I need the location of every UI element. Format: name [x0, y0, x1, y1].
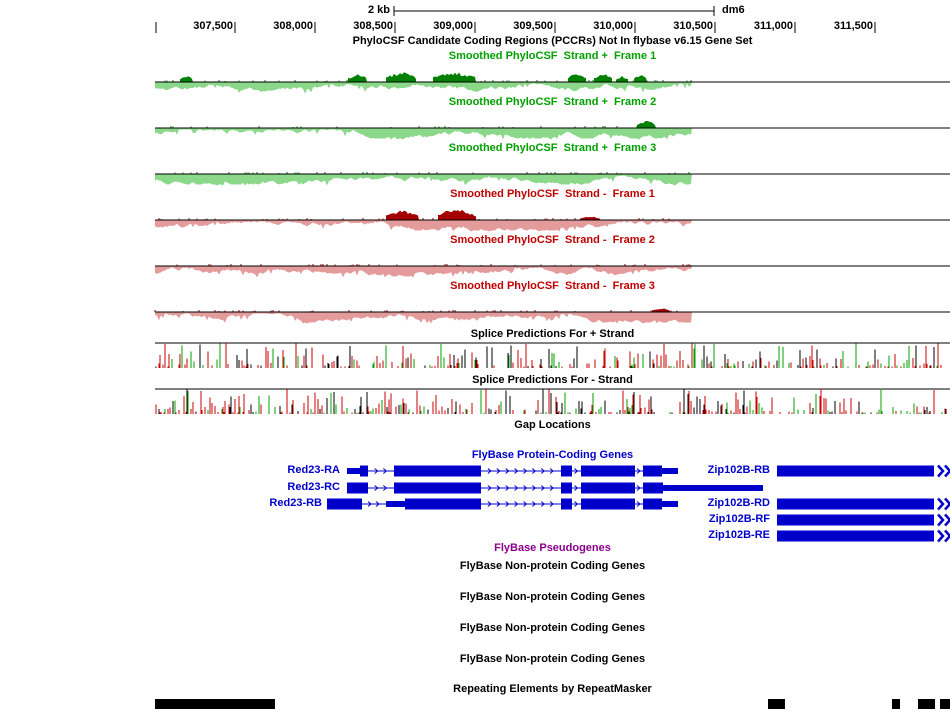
track-label-flybase-non-protein-coding-genes-13: FlyBase Non-protein Coding Genes	[459, 622, 646, 634]
track-label-flybase-protein-coding-genes: FlyBase Protein-Coding Genes	[471, 449, 634, 461]
ruler-tick-label-308500: 308,500	[353, 20, 393, 32]
repeat-element-3[interactable]	[918, 699, 935, 709]
track-label-flybase-pseudogenes-10: FlyBase Pseudogenes	[494, 542, 611, 554]
ruler-tick-label-309500: 309,500	[513, 20, 553, 32]
gene-item-Zip102B-RD[interactable]	[777, 497, 950, 511]
transcript-clip-arrow	[937, 497, 945, 511]
track-label-smoothed-phylocsf-strand-frame-1: Smoothed PhyloCSF Strand - Frame 1	[450, 188, 655, 200]
track-label-smoothed-phylocsf-strand-frame-3: Smoothed PhyloCSF Strand + Frame 3	[448, 142, 657, 154]
track-smoothed-phylocsf-strand-frame-3[interactable]	[154, 308, 950, 324]
gene-label-Zip102B-RB[interactable]: Zip102B-RB	[707, 464, 770, 476]
gene-label-Zip102B-RE[interactable]: Zip102B-RE	[708, 529, 770, 541]
repeat-element-2[interactable]	[892, 699, 900, 709]
repeat-element-4[interactable]	[940, 699, 950, 709]
track-smoothed-phylocsf-strand-frame-2[interactable]	[155, 120, 950, 140]
track-label-splice-predictions-for-strand: Splice Predictions For + Strand	[470, 328, 635, 340]
track-label-splice-predictions-for-strand: Splice Predictions For - Strand	[472, 374, 633, 386]
repeat-element-0[interactable]	[155, 699, 275, 709]
transcript-clip-arrow	[944, 464, 950, 478]
gene-item-Zip102B-RF[interactable]	[777, 513, 950, 527]
track-label-smoothed-phylocsf-strand-frame-2: Smoothed PhyloCSF Strand + Frame 2	[448, 96, 657, 108]
track-label-repeating-elements-by-repeatmasker: Repeating Elements by RepeatMasker	[453, 683, 652, 695]
repeat-element-1[interactable]	[768, 699, 785, 709]
ruler-tick-label-310500: 310,500	[673, 20, 713, 32]
gene-label-Zip102B-RD[interactable]: Zip102B-RD	[707, 497, 770, 509]
track-smoothed-phylocsf-strand-frame-3[interactable]	[155, 171, 950, 186]
assembly-label: dm6	[722, 4, 745, 16]
transcript-clip-arrow	[937, 464, 945, 478]
transcript-clip-arrow	[937, 513, 945, 527]
track-repeating-elements-by-repeatmasker[interactable]	[155, 699, 950, 709]
track-label-gap-locations-8: Gap Locations	[514, 419, 591, 431]
transcript-clip-arrow	[937, 529, 945, 543]
gene-item-Zip102B-RB[interactable]	[777, 464, 950, 478]
track-splice-predictions-for-strand[interactable]	[155, 388, 950, 414]
track-label-flybase-non-protein-coding-genes-11: FlyBase Non-protein Coding Genes	[459, 560, 646, 572]
gene-label-Red23-RC[interactable]: Red23-RC	[287, 481, 340, 493]
ruler-tick-label-308000: 308,000	[273, 20, 313, 32]
gene-label-Red23-RB[interactable]: Red23-RB	[269, 497, 322, 509]
track-label-flybase-non-protein-coding-genes-12: FlyBase Non-protein Coding Genes	[459, 591, 646, 603]
gene-item-Zip102B-RE[interactable]	[777, 529, 950, 543]
gene-label-Red23-RA[interactable]: Red23-RA	[287, 464, 340, 476]
transcript-clip-arrow	[944, 513, 950, 527]
track-smoothed-phylocsf-strand-frame-2[interactable]	[155, 263, 950, 278]
ruler-tick-label-310000: 310,000	[593, 20, 633, 32]
ruler-ticks	[155, 22, 876, 33]
ruler-tick-label-307500: 307,500	[193, 20, 233, 32]
track-smoothed-phylocsf-strand-frame-1[interactable]	[155, 209, 950, 232]
track-label-smoothed-phylocsf-strand-frame-1: Smoothed PhyloCSF Strand + Frame 1	[448, 50, 657, 62]
ruler-tick-label-311000: 311,000	[753, 20, 793, 32]
track-label-smoothed-phylocsf-strand-frame-2: Smoothed PhyloCSF Strand - Frame 2	[450, 234, 655, 246]
gene-item-Red23-RA[interactable]	[347, 465, 678, 477]
track-splice-predictions-for-strand[interactable]	[155, 342, 950, 368]
scale-bar	[393, 6, 715, 16]
track-smoothed-phylocsf-strand-frame-1[interactable]	[155, 72, 950, 94]
transcript-clip-arrow	[944, 529, 950, 543]
scale-bar-label: 2 kb	[367, 4, 390, 16]
track-label-smoothed-phylocsf-strand-frame-3: Smoothed PhyloCSF Strand - Frame 3	[450, 280, 655, 292]
gene-label-Zip102B-RF[interactable]: Zip102B-RF	[708, 513, 770, 525]
gene-item-Red23-RC[interactable]	[347, 482, 763, 494]
ruler-tick-label-309000: 309,000	[433, 20, 473, 32]
transcript-clip-arrow	[944, 497, 950, 511]
track-label-flybase-non-protein-coding-genes-14: FlyBase Non-protein Coding Genes	[459, 653, 646, 665]
track-flybase-protein-coding-genes[interactable]	[327, 464, 950, 543]
page-title: PhyloCSF Candidate Coding Regions (PCCRs…	[352, 35, 753, 47]
ruler-tick-label-311500: 311,500	[833, 20, 873, 32]
gene-item-Red23-RB[interactable]	[327, 498, 678, 510]
